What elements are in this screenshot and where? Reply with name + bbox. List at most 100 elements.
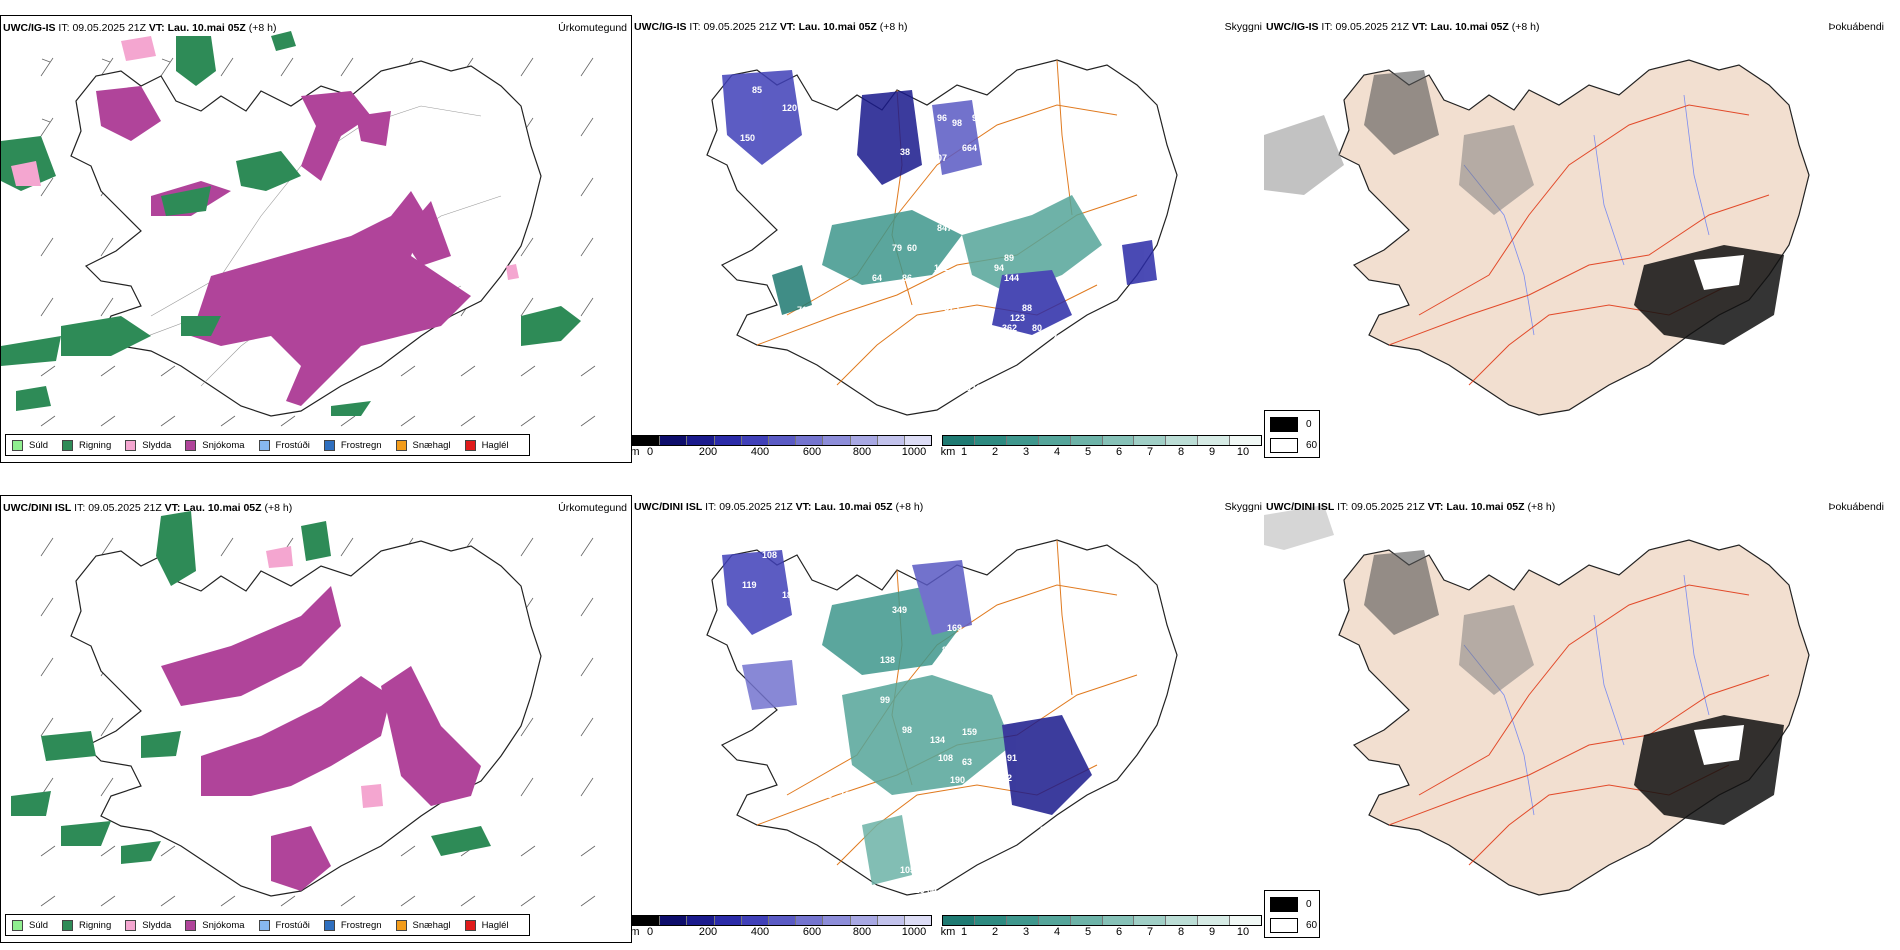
panel-title: UWC/DINI ISL IT: 09.05.2025 21Z VT: Lau.… [1266,501,1556,513]
visibility-value-label: 108 [762,550,778,560]
visibility-value-label: 98 [952,118,963,128]
legend-swatch [125,439,137,451]
fog-indicator-panel-top: UWC/IG-IS IT: 09.05.2025 21Z VT: Lau. 10… [1264,15,1900,463]
colorbar-cell [660,436,688,445]
colorbar-cell [904,916,932,925]
precip-type-map [1,31,596,427]
colorbar-cell [660,916,688,925]
legend-swatch [1270,918,1298,933]
legend-swatch [185,439,197,451]
fog-indicator-panel-bottom: UWC/DINI ISL IT: 09.05.2025 21Z VT: Lau.… [1264,495,1900,943]
legend-item: Súld [12,439,48,451]
legend-item: Snjókoma [185,439,245,451]
colorbar-cell [1230,436,1262,445]
visibility-value-label: 85 [752,85,763,95]
visibility-value-label: 122 [934,263,950,273]
colorbar-cell [714,916,742,925]
legend-item: Frostregn [323,439,382,451]
legend-swatch [395,439,407,451]
colorbar-cell [741,916,769,925]
visibility-value-label: 79 [892,243,903,253]
panel-title: UWC/IG-IS IT: 09.05.2025 21Z VT: Lau. 10… [3,22,277,34]
legend-item: Haglél [464,439,509,451]
precip-type-legend: Súld Rigning Slydda Snjókoma Frostúði Fr… [5,434,530,456]
visibility-value-label: 123 [1010,313,1026,323]
visibility-value-label: 80 [1032,323,1043,333]
visibility-value-label: 166 [760,193,776,203]
precip-snow-areas [161,586,481,891]
visibility-value-label: 134 [840,790,856,800]
colorbar-cell [1230,916,1262,925]
colorbar-cell [823,436,851,445]
panel-variable-label: Þokuábendi [1828,21,1884,33]
colorbar-cell [1006,916,1039,925]
visibility-value-label: 664 [962,143,978,153]
visibility-value-label: 72 [1052,333,1063,343]
legend-item: Rigning [62,919,111,931]
visibility-value-label: 116 [752,163,767,173]
precip-type-map [11,511,596,907]
visibility-value-label: 190 [950,775,966,785]
elevation-colorbar: m 0 200 400 600 800 1000 [632,915,932,940]
colorbar-cell [877,916,905,925]
visibility-value-label: 75 [822,790,833,800]
legend-item: Haglél [464,919,509,931]
legend-swatch [464,919,476,931]
legend-swatch [62,439,74,451]
visibility-value-label: 91 [1197,225,1208,235]
visibility-fields [722,70,1157,335]
panel-title: UWC/IG-IS IT: 09.05.2025 21Z VT: Lau. 10… [634,21,908,33]
visibility-value-label: 74 [810,335,821,345]
legend-item: Frostregn [323,919,382,931]
visibility-value-label: 56 [842,813,853,823]
panel-title: UWC/DINI ISL IT: 09.05.2025 21Z VT: Lau.… [3,502,293,514]
visibility-value-label: 349 [892,605,908,615]
colorbar-unit: m [632,446,640,458]
colorbar-cell [768,916,797,925]
visibility-map [706,59,1178,416]
colorbar-unit: m [632,926,640,938]
panel-variable-label: Skyggni [1224,21,1262,33]
precip-type-panel-top: UWC/IG-IS IT: 09.05.2025 21Z VT: Lau. 10… [0,15,632,463]
visibility-panel-top: UWC/IG-IS IT: 09.05.2025 21Z VT: Lau. 10… [632,15,1264,463]
colorbar-cell [1102,916,1135,925]
visibility-value-label: 49 [862,175,873,185]
colorbar-cell [974,436,1007,445]
colorbar-cell [1134,436,1167,445]
visibility-value-label: 32 [952,343,963,353]
legend-swatch [62,919,74,931]
legend-swatch [464,439,476,451]
legend-swatch [258,439,270,451]
precip-rain-areas [11,511,491,864]
fog-legend: 0 60 [1264,410,1320,458]
visibility-value-label: 60 [907,243,918,253]
panel-title: UWC/IG-IS IT: 09.05.2025 21Z VT: Lau. 10… [1266,21,1540,33]
precip-sleet-areas [266,546,383,808]
visibility-value-label: 899 [952,253,968,263]
fog-shading [1264,70,1784,345]
colorbar-cell [1102,436,1135,445]
visibility-value-label: 98 [902,725,913,735]
visibility-value-label: 85 [942,645,953,655]
visibility-value-label: 63 [962,757,973,767]
panel-variable-label: Þokuábendi [1828,501,1884,513]
panel-variable-label: Úrkomutegund [558,22,627,34]
visibility-value-label: 362 [1002,323,1018,333]
visibility-map [706,539,1178,896]
precip-type-legend: Súld Rigning Slydda Snjókoma Frostúði Fr… [5,914,530,936]
visibility-value-label: 70 [857,165,868,175]
visibility-value-label: 115 [992,805,1007,815]
fog-indicator-map [1264,505,1810,896]
visibility-value-label: 105 [900,865,916,875]
colorbar-cell [1070,436,1103,445]
visibility-value-label: 96 [937,113,948,123]
legend-swatch [125,919,137,931]
legend-swatch [185,919,197,931]
visibility-value-label: 89 [1004,253,1015,263]
colorbar-cell [796,436,824,445]
colorbar-cell [1166,916,1199,925]
visibility-value-label: 119 [742,580,757,590]
colorbar-cell [687,916,715,925]
colorbar-cell [904,436,932,445]
legend-item: Slydda [125,919,171,931]
